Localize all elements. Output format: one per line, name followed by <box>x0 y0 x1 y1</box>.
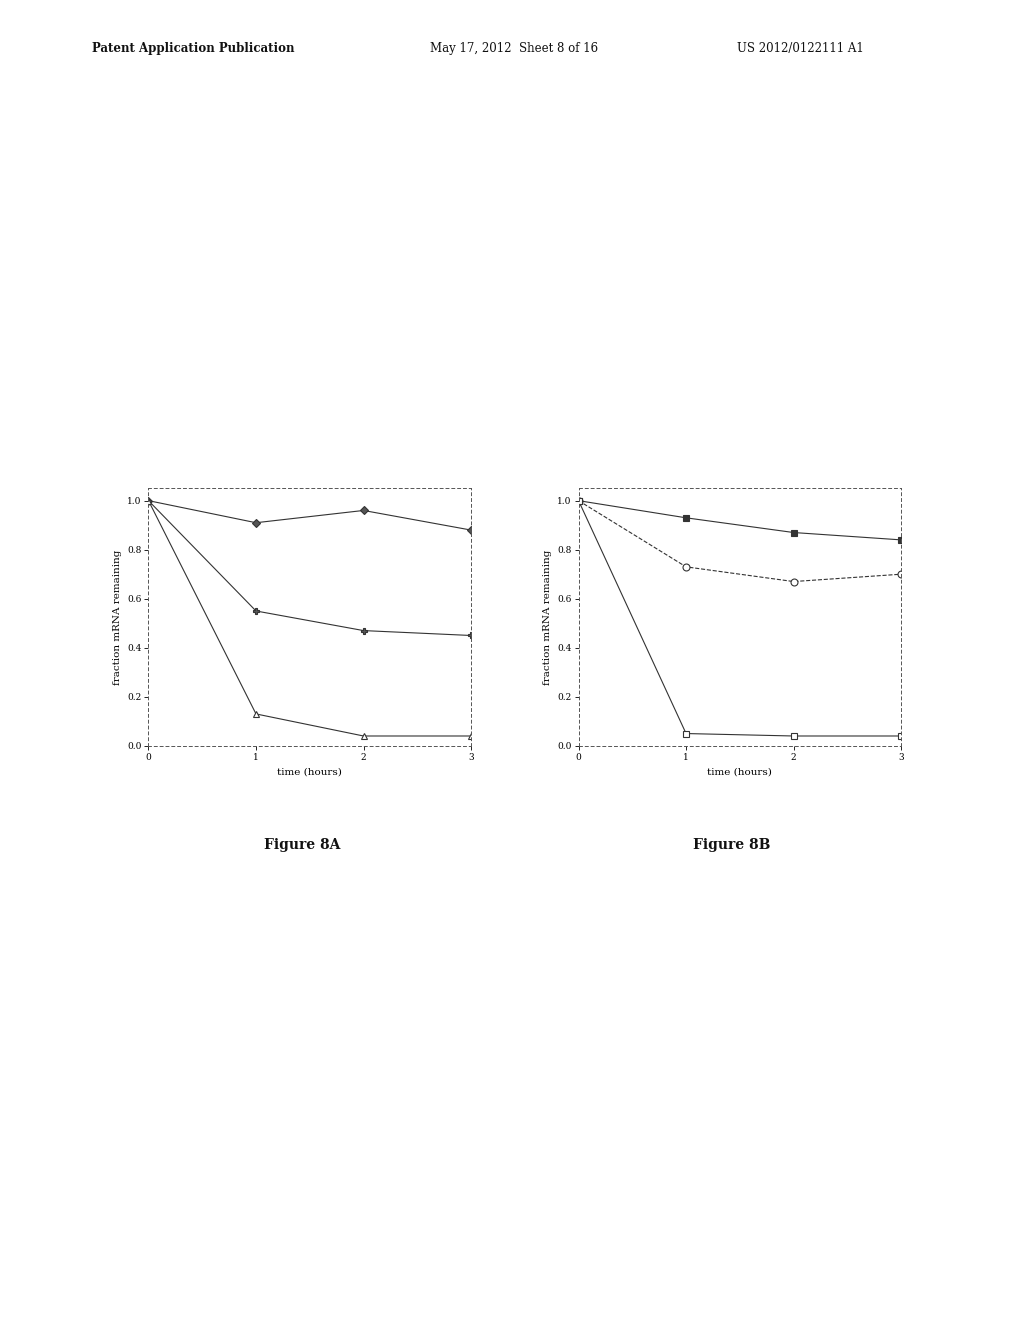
X-axis label: time (hours): time (hours) <box>708 767 772 776</box>
Y-axis label: fraction mRNA remaining: fraction mRNA remaining <box>113 549 122 685</box>
Text: May 17, 2012  Sheet 8 of 16: May 17, 2012 Sheet 8 of 16 <box>430 42 598 55</box>
Y-axis label: fraction mRNA remaining: fraction mRNA remaining <box>543 549 552 685</box>
X-axis label: time (hours): time (hours) <box>278 767 342 776</box>
Text: Figure 8A: Figure 8A <box>264 838 340 853</box>
Text: Figure 8B: Figure 8B <box>693 838 771 853</box>
Text: US 2012/0122111 A1: US 2012/0122111 A1 <box>737 42 864 55</box>
Text: Patent Application Publication: Patent Application Publication <box>92 42 295 55</box>
